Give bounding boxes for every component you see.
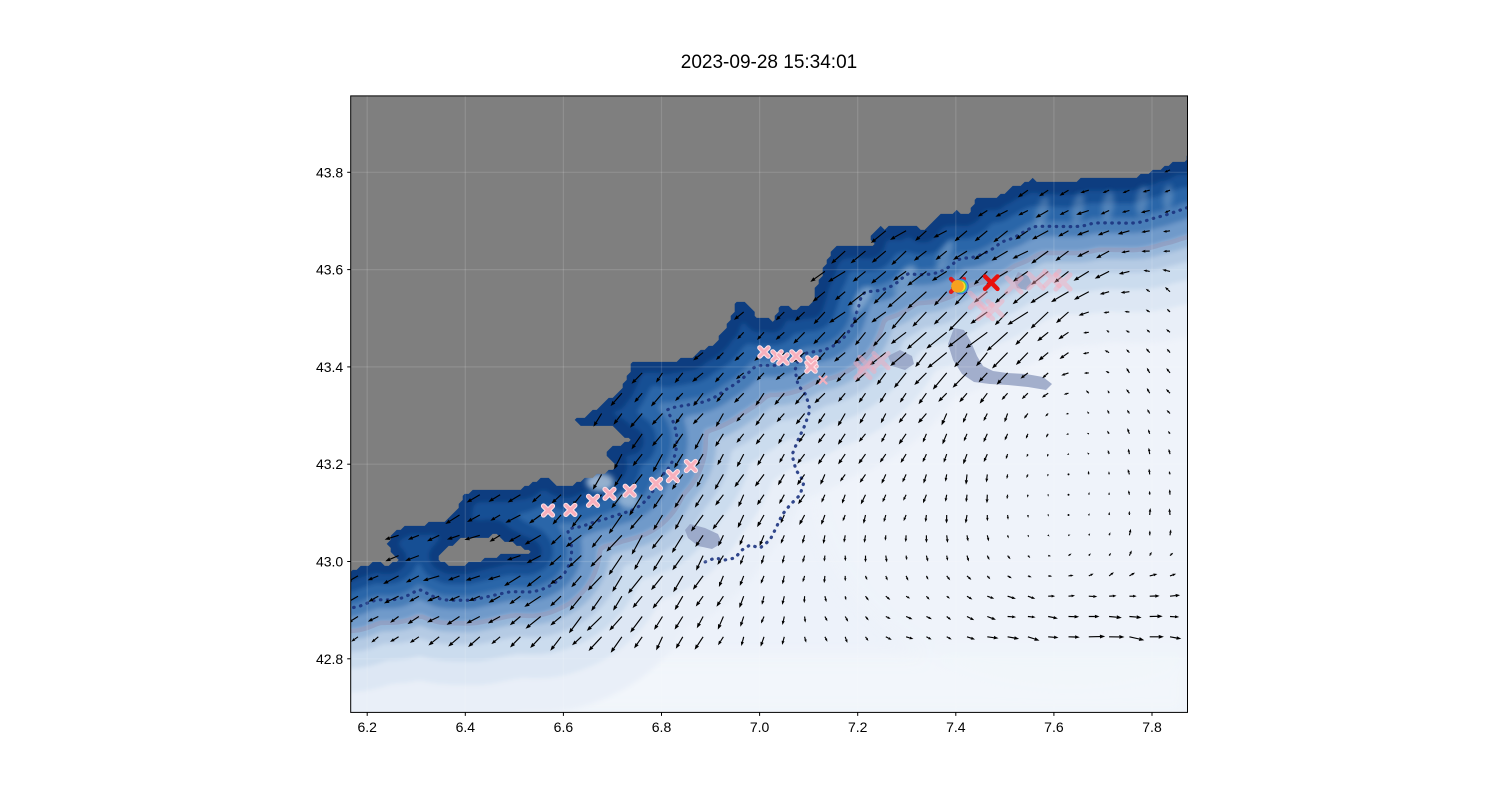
svg-text:7.0: 7.0 bbox=[750, 719, 770, 735]
svg-text:7.4: 7.4 bbox=[946, 719, 966, 735]
svg-text:7.6: 7.6 bbox=[1044, 719, 1064, 735]
svg-text:6.4: 6.4 bbox=[456, 719, 476, 735]
svg-text:7.2: 7.2 bbox=[848, 719, 868, 735]
svg-text:6.2: 6.2 bbox=[357, 719, 377, 735]
svg-text:2023-09-28 15:34:01: 2023-09-28 15:34:01 bbox=[681, 52, 857, 73]
svg-text:7.8: 7.8 bbox=[1142, 719, 1162, 735]
svg-text:6.6: 6.6 bbox=[554, 719, 574, 735]
svg-text:43.4: 43.4 bbox=[316, 359, 343, 375]
svg-text:43.0: 43.0 bbox=[316, 554, 343, 570]
svg-text:6.8: 6.8 bbox=[652, 719, 672, 735]
svg-text:42.8: 42.8 bbox=[316, 651, 343, 667]
svg-text:43.2: 43.2 bbox=[316, 456, 343, 472]
svg-text:43.6: 43.6 bbox=[316, 262, 343, 278]
svg-text:43.8: 43.8 bbox=[316, 164, 343, 180]
